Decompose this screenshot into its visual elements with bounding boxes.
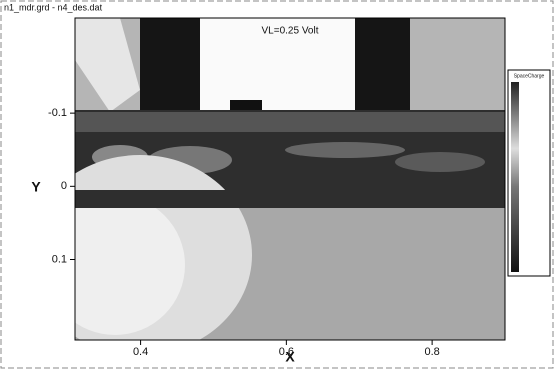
color-bar: [511, 82, 519, 272]
contour-field: [28, 18, 505, 355]
x-tick-label: 0.6: [279, 346, 294, 358]
x-tick-label: 0.8: [424, 346, 439, 358]
y-axis-label: Y: [31, 179, 41, 195]
y-tick-label: 0: [61, 180, 67, 192]
chart-title: VL=0.25 Volt: [262, 26, 319, 37]
chart: n1_mdr.grd - n4_des.dat VL=0.25 Volt X Y…: [0, 0, 554, 370]
y-tick-label: -0.1: [48, 107, 67, 119]
y-tick-label: 0.1: [52, 253, 67, 265]
legend-title: SpaceCharge: [514, 73, 545, 79]
file-label: n1_mdr.grd - n4_des.dat: [4, 2, 103, 12]
x-tick-label: 0.4: [133, 346, 148, 358]
